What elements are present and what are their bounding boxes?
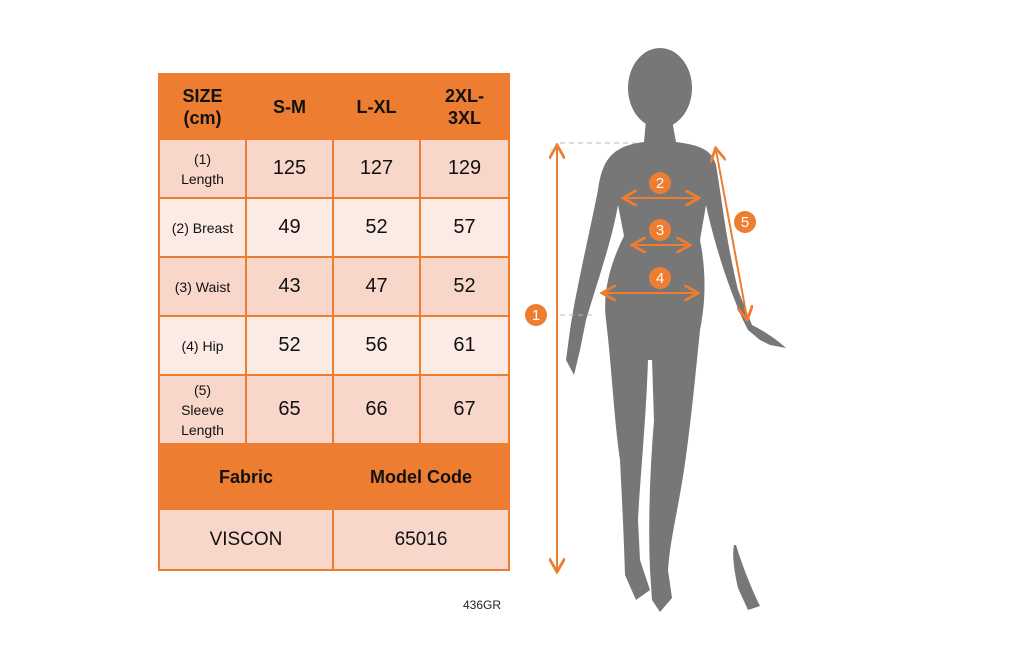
markers: 1 2 3 4 5	[525, 172, 756, 326]
cell: 43	[245, 256, 334, 317]
cell: 56	[332, 315, 421, 376]
cell: 61	[419, 315, 510, 376]
row-label: (4) Hip	[158, 315, 247, 376]
fabric-value-row: VISCON 65016	[158, 508, 510, 571]
cell: 52	[245, 315, 334, 376]
cell: 47	[332, 256, 421, 317]
row-label: (1) Length	[158, 138, 247, 199]
cell: 67	[419, 374, 510, 445]
svg-text:2: 2	[656, 175, 664, 192]
product-code: 436GR	[463, 598, 502, 612]
header-text: SIZE (cm)	[182, 85, 223, 128]
table-row: (1) Length 125 127 129	[158, 138, 510, 199]
svg-text:4: 4	[656, 270, 664, 287]
header-text: 2XL- 3XL	[444, 85, 484, 128]
header-2xl-3xl: 2XL- 3XL	[419, 73, 510, 140]
cell: 52	[419, 256, 510, 317]
cell: 127	[332, 138, 421, 199]
marker-4: 4	[649, 267, 671, 289]
cell: 66	[332, 374, 421, 445]
svg-text:1: 1	[532, 307, 540, 324]
marker-5: 5	[734, 211, 756, 233]
header-l-xl: L-XL	[332, 73, 421, 140]
cell: 129	[419, 138, 510, 199]
cell: 52	[332, 197, 421, 258]
row-label: (3) Waist	[158, 256, 247, 317]
table-row: (5) Sleeve Length 65 66 67	[158, 374, 510, 445]
cell: 49	[245, 197, 334, 258]
marker-1: 1	[525, 304, 547, 326]
row-label: (2) Breast	[158, 197, 247, 258]
marker-2: 2	[649, 172, 671, 194]
table-header-row: SIZE (cm) S-M L-XL 2XL- 3XL	[158, 73, 510, 140]
header-size: SIZE (cm)	[158, 73, 247, 140]
table-row: (4) Hip 52 56 61	[158, 315, 510, 376]
fabric-value: VISCON	[158, 508, 334, 571]
marker-3: 3	[649, 219, 671, 241]
fabric-header-row: Fabric Model Code	[158, 443, 510, 510]
size-chart-table: SIZE (cm) S-M L-XL 2XL- 3XL (1) Length 1…	[158, 73, 510, 571]
guide-lines	[560, 142, 636, 316]
measure-arrows	[557, 147, 747, 570]
svg-text:5: 5	[741, 214, 749, 231]
model-code-value: 65016	[332, 508, 510, 571]
fabric-label: Fabric	[158, 443, 334, 510]
table-row: (3) Waist 43 47 52	[158, 256, 510, 317]
silhouette	[566, 48, 786, 612]
row-label: (5) Sleeve Length	[158, 374, 247, 445]
model-code-label: Model Code	[332, 443, 510, 510]
cell: 57	[419, 197, 510, 258]
cell: 65	[245, 374, 334, 445]
sleeve-arrow	[716, 150, 747, 318]
table-row: (2) Breast 49 52 57	[158, 197, 510, 258]
cell: 125	[245, 138, 334, 199]
svg-text:3: 3	[656, 222, 664, 239]
header-s-m: S-M	[245, 73, 334, 140]
